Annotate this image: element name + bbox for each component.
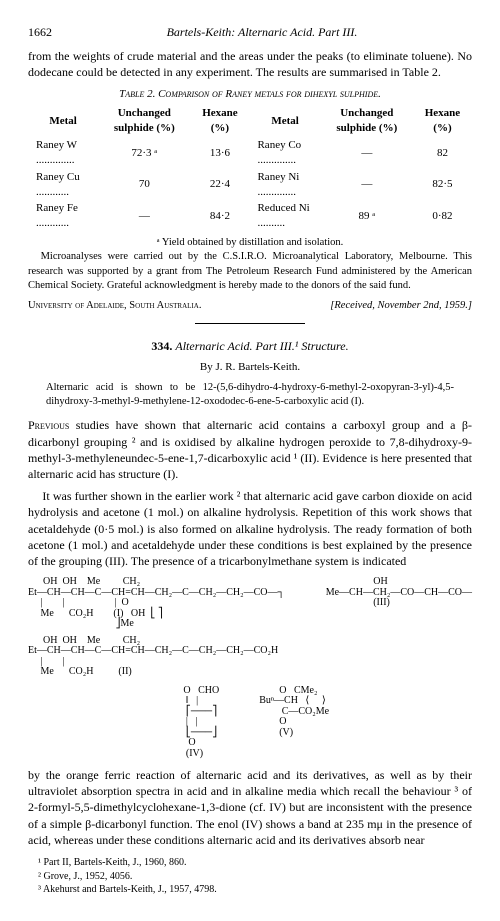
article-author: By J. R. Bartels-Keith. — [28, 360, 472, 375]
table-row: Raney Fe ............ — 84·2 Reduced Ni … — [28, 200, 472, 232]
article-para3: by the orange ferric reaction of alterna… — [28, 767, 472, 848]
table2-footnote: ᵃ Yield obtained by distillation and iso… — [28, 236, 472, 250]
table2: Metal Unchanged sulphide (%) Hexane (%) … — [28, 105, 472, 232]
footnote-2: ² Grove, J., 1952, 4056. — [28, 870, 472, 884]
article-number: 334. — [151, 339, 172, 353]
intro-paragraph: from the weights of crude material and t… — [28, 48, 472, 80]
running-title: Bartels-Keith: Alternaric Acid. Part III… — [167, 25, 358, 39]
footnotes: ¹ Part II, Bartels-Keith, J., 1960, 860.… — [28, 856, 472, 897]
structure-II: OH OH Me CH₂ Et—CH—CH—C—CH=CH—CH₂—C—CH₂—… — [28, 636, 285, 678]
table2-caption: Table 2. Comparison of Raney metals for … — [28, 87, 472, 102]
affiliation: University of Adelaide, South Australia. — [28, 300, 201, 311]
article-para2: It was further shown in the earlier work… — [28, 488, 472, 569]
table2-h2: Unchanged sulphide (%) — [98, 105, 190, 137]
structure-I: OH OH Me CH₂ Et—CH—CH—C—CH=CH—CH₂—C—CH₂—… — [28, 577, 285, 630]
table2-h4: Metal — [249, 105, 320, 137]
article-para1: Previous studies have shown that alterna… — [28, 417, 472, 482]
structure-IV: O CHO ‖ | ⎡───⎤ | | ⎣───⎦ O (IV) — [171, 686, 219, 760]
structure-V: O CMe₂ Buⁿ—CH ⟨ ⟩ C—CO₂Me O (V) — [259, 686, 329, 739]
table2-h3: Hexane (%) — [190, 105, 249, 137]
table2-h5: Unchanged sulphide (%) — [321, 105, 413, 137]
structures-row1: OH OH Me CH₂ Et—CH—CH—C—CH=CH—CH₂—C—CH₂—… — [28, 577, 472, 678]
table-row: Raney W .............. 72·3 ᵃ 13·6 Raney… — [28, 137, 472, 169]
table-row: Raney Cu ............ 70 22·4 Raney Ni .… — [28, 169, 472, 201]
article-abstract: Alternaric acid is shown to be 12-(5,6-d… — [46, 381, 454, 409]
footnote-3: ³ Akehurst and Bartels-Keith, J., 1957, … — [28, 883, 472, 897]
structure-III: OH Me—CH—CH₂—CO—CH—CO— (III) — [326, 577, 472, 609]
article-title: Alternaric Acid. Part III.¹ Structure. — [175, 339, 348, 353]
structures-row2: O CHO ‖ | ⎡───⎤ | | ⎣───⎦ O (IV) O CMe₂ … — [28, 686, 472, 760]
table2-h6: Hexane (%) — [413, 105, 472, 137]
acknowledgment: Microanalyses were carried out by the C.… — [28, 250, 472, 293]
received-date: [Received, November 2nd, 1959.] — [330, 299, 472, 313]
footnote-1: ¹ Part II, Bartels-Keith, J., 1960, 860. — [28, 856, 472, 870]
section-divider — [195, 323, 305, 324]
table2-h1: Metal — [28, 105, 98, 137]
page-number: 1662 — [28, 24, 52, 40]
